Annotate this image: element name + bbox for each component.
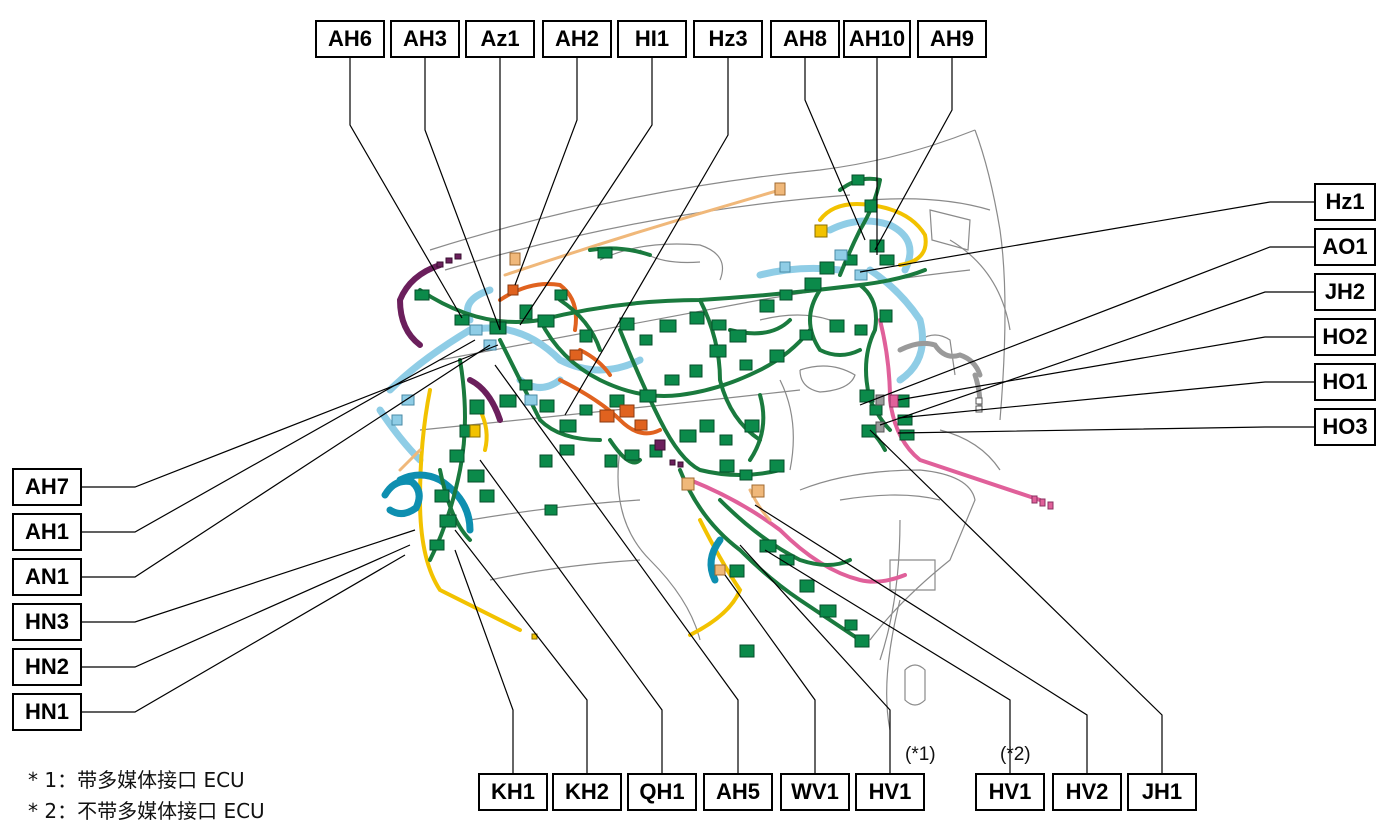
label-bottom-kh1: KH1: [478, 773, 548, 811]
harness-yellow: [417, 202, 928, 637]
label-right-ao1: AO1: [1314, 228, 1376, 266]
label-bottom-jh1: JH1: [1127, 773, 1197, 811]
label-right-ho2: HO2: [1314, 318, 1376, 356]
harness-teal: [381, 471, 724, 584]
variant-marker-1: (*1): [905, 744, 936, 765]
label-left-ah7: AH7: [12, 468, 82, 506]
label-top-ah6: AH6: [315, 20, 385, 58]
harness-main-green: [418, 176, 927, 642]
label-bottom-ah5: AH5: [703, 773, 773, 811]
variant-marker-2: (*2): [1000, 744, 1031, 765]
label-top-ah3: AH3: [390, 20, 460, 58]
leader-lines: [82, 58, 1314, 773]
connector-blocks: [414, 174, 915, 658]
orange-connectors: [507, 284, 648, 431]
label-left-hn2: HN2: [12, 648, 82, 686]
label-bottom-hv1-a: HV1: [855, 773, 925, 811]
label-right-ho3: HO3: [1314, 408, 1376, 446]
label-left-an1: AN1: [12, 558, 82, 596]
label-top-ah8: AH8: [770, 20, 840, 58]
footnote-2: * 2：不带多媒体接口 ECU: [28, 799, 265, 823]
harness-purple: [396, 262, 503, 423]
label-top-hi1: HI1: [617, 20, 687, 58]
footnote-1: * 1：带多媒体接口 ECU: [28, 768, 245, 792]
label-bottom-kh2: KH2: [552, 773, 622, 811]
misc-connectors: [436, 182, 1054, 640]
label-top-hz3: Hz3: [693, 20, 763, 58]
label-right-jh2: JH2: [1314, 273, 1376, 311]
label-top-ah9: AH9: [917, 20, 987, 58]
dashboard-outline: [419, 129, 1011, 731]
label-right-hz1: Hz1: [1314, 183, 1376, 221]
label-top-ah10: AH10: [843, 20, 911, 58]
label-right-ho1: HO1: [1314, 363, 1376, 401]
label-bottom-wv1: WV1: [780, 773, 850, 811]
label-bottom-hv1-b: HV1: [975, 773, 1045, 811]
label-top-ah2: AH2: [542, 20, 612, 58]
label-top-az1: Az1: [465, 20, 535, 58]
label-left-ah1: AH1: [12, 513, 82, 551]
label-bottom-qh1: QH1: [627, 773, 697, 811]
label-left-hn1: HN1: [12, 693, 82, 731]
label-bottom-hv2: HV2: [1052, 773, 1122, 811]
label-left-hn3: HN3: [12, 603, 82, 641]
